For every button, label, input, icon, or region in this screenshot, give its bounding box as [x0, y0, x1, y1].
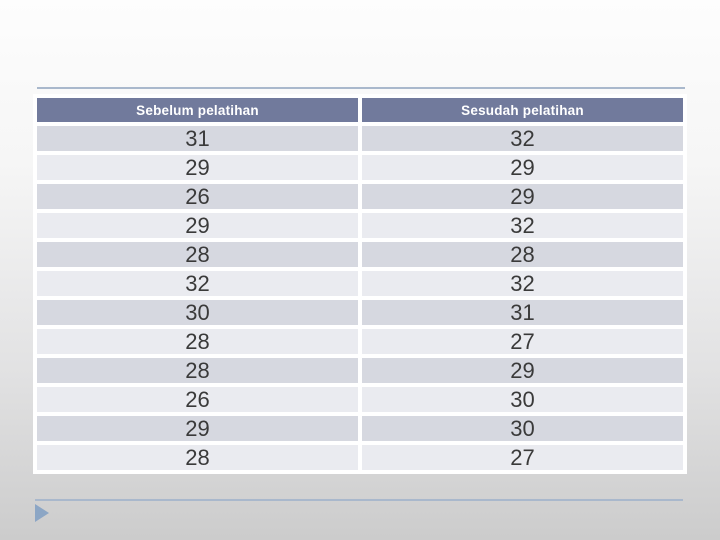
table-cell: 26: [37, 387, 358, 412]
table-row: 28 27: [37, 445, 683, 470]
table-header: Sebelum pelatihan Sesudah pelatihan: [37, 98, 683, 122]
table-cell: 32: [362, 126, 683, 151]
table-cell: 29: [362, 358, 683, 383]
table-cell: 28: [37, 329, 358, 354]
table-cell: 28: [362, 242, 683, 267]
column-header-sebelum-pelatihan: Sebelum pelatihan: [37, 98, 358, 122]
table-row: 26 29: [37, 184, 683, 209]
table-cell: 27: [362, 445, 683, 470]
table-row: 28 27: [37, 329, 683, 354]
table-cell: 29: [362, 184, 683, 209]
table-cell: 29: [37, 213, 358, 238]
table-cell: 30: [362, 387, 683, 412]
table-row: 28 28: [37, 242, 683, 267]
table-cell: 27: [362, 329, 683, 354]
table-row: 29 32: [37, 213, 683, 238]
table-cell: 30: [362, 416, 683, 441]
header-row: Sebelum pelatihan Sesudah pelatihan: [37, 98, 683, 122]
play-triangle-icon: [35, 504, 49, 522]
table-row: 30 31: [37, 300, 683, 325]
table-cell: 32: [362, 213, 683, 238]
table-cell: 28: [37, 358, 358, 383]
table-cell: 31: [37, 126, 358, 151]
table-row: 32 32: [37, 271, 683, 296]
table-cell: 29: [362, 155, 683, 180]
table-row: 28 29: [37, 358, 683, 383]
table-cell: 29: [37, 416, 358, 441]
bottom-accent-line: [35, 499, 683, 501]
table-cell: 26: [37, 184, 358, 209]
table-cell: 28: [37, 445, 358, 470]
column-header-sesudah-pelatihan: Sesudah pelatihan: [362, 98, 683, 122]
table-row: 31 32: [37, 126, 683, 151]
table-cell: 30: [37, 300, 358, 325]
table-row: 29 30: [37, 416, 683, 441]
top-accent-line: [37, 87, 685, 89]
table-row: 26 30: [37, 387, 683, 412]
table-row: 29 29: [37, 155, 683, 180]
table-cell: 31: [362, 300, 683, 325]
table-cell: 32: [37, 271, 358, 296]
data-table: Sebelum pelatihan Sesudah pelatihan 31 32…: [33, 94, 687, 474]
table-cell: 32: [362, 271, 683, 296]
table-cell: 29: [37, 155, 358, 180]
table-cell: 28: [37, 242, 358, 267]
table-body: 31 32 29 29 26 29 29 32 28 28 32 32 30 31 28 27 28 29 26 30…: [37, 126, 683, 470]
